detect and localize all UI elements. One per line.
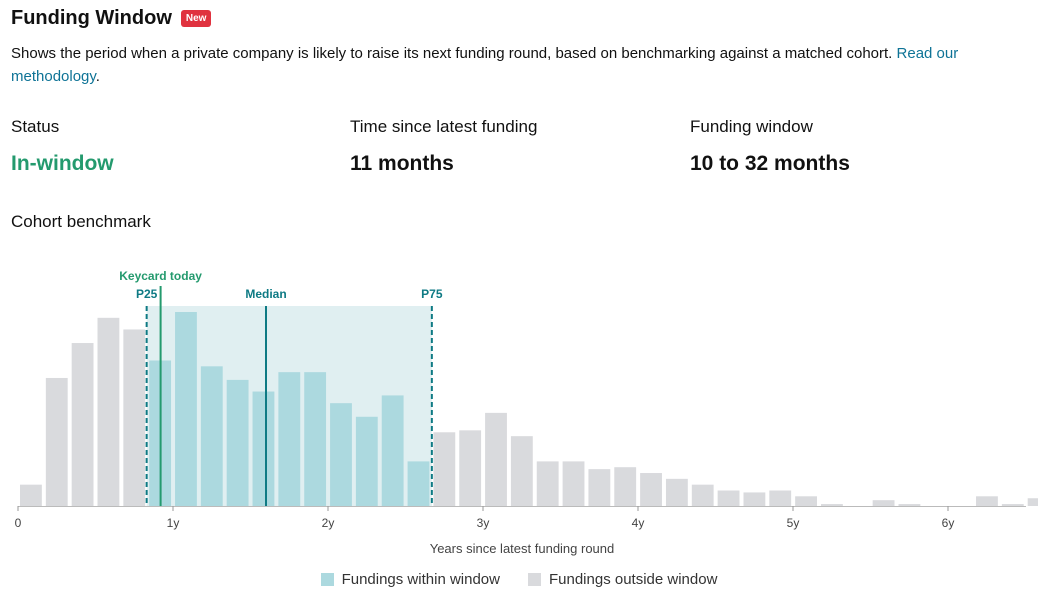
status-value: In-window bbox=[11, 152, 114, 175]
bar-within-window bbox=[175, 312, 197, 506]
bar-outside-window bbox=[20, 484, 42, 506]
time-since-value: 11 months bbox=[350, 152, 454, 175]
funding-window-value: 10 to 32 months bbox=[690, 152, 850, 175]
bar-within-window bbox=[381, 395, 404, 506]
x-tick-label: 2y bbox=[322, 516, 335, 530]
time-since-label: Time since latest funding bbox=[350, 117, 538, 136]
bar-outside-window bbox=[640, 473, 662, 506]
funding-window-label: Funding window bbox=[690, 117, 813, 136]
bar-outside-window bbox=[872, 500, 895, 506]
bar-outside-window bbox=[614, 467, 637, 506]
description: Shows the period when a private company … bbox=[11, 42, 1021, 88]
bar-outside-window bbox=[536, 461, 559, 506]
bar-within-window bbox=[252, 391, 275, 506]
x-tick-label: 4y bbox=[632, 516, 645, 530]
bar-outside-window bbox=[562, 461, 585, 506]
legend-swatch-outside bbox=[527, 573, 541, 586]
bar-outside-window bbox=[97, 317, 120, 506]
bar-within-window bbox=[330, 403, 352, 506]
bar-outside-window bbox=[820, 504, 843, 506]
x-tick-label: 5y bbox=[787, 516, 800, 530]
marker-p75-label: P75 bbox=[421, 287, 443, 301]
page-title: Funding Window bbox=[11, 7, 172, 29]
marker-median-label: Median bbox=[245, 287, 286, 301]
bar-outside-window bbox=[588, 469, 611, 506]
bar-outside-window bbox=[717, 490, 740, 506]
legend: Fundings within window Fundings outside … bbox=[0, 571, 1038, 588]
bar-outside-window bbox=[795, 496, 817, 506]
bar-within-window bbox=[226, 379, 249, 506]
bar-outside-window bbox=[433, 432, 456, 506]
bar-outside-window bbox=[665, 478, 688, 506]
bar-outside-window bbox=[485, 412, 507, 506]
header: Funding Window New bbox=[11, 7, 212, 30]
x-tick-label: 0 bbox=[15, 516, 22, 530]
x-tick-label: 6y bbox=[942, 516, 955, 530]
legend-item-outside: Fundings outside window bbox=[527, 571, 718, 588]
status-label: Status bbox=[11, 117, 60, 136]
legend-swatch-within bbox=[320, 573, 334, 586]
new-badge: New bbox=[180, 10, 212, 27]
bar-within-window bbox=[278, 372, 301, 506]
time-since-stat: Time since latest funding 11 months bbox=[350, 117, 537, 176]
bar-outside-window bbox=[45, 377, 68, 506]
x-axis-title: Years since latest funding round bbox=[430, 541, 615, 556]
bar-within-window bbox=[304, 372, 327, 506]
bar-outside-window bbox=[976, 496, 998, 506]
funding-window-stat: Funding window 10 to 32 months bbox=[690, 117, 850, 176]
bar-within-window bbox=[355, 416, 378, 506]
section-title: Cohort benchmark bbox=[11, 212, 151, 231]
bar-outside-window bbox=[123, 329, 146, 506]
bar-within-window bbox=[407, 461, 430, 506]
cohort-histogram: 0 1y 2y 3y 4y 5y 6y Years since latest funding … bbox=[15, 269, 1038, 556]
description-end: . bbox=[95, 68, 100, 85]
bar-outside-window bbox=[510, 436, 533, 506]
bar-within-window bbox=[200, 366, 223, 506]
legend-label-within: Fundings within window bbox=[341, 571, 500, 588]
bar-outside-window bbox=[691, 484, 714, 506]
bar-outside-window bbox=[898, 504, 921, 506]
bar-outside-window bbox=[459, 430, 482, 506]
legend-label-outside: Fundings outside window bbox=[548, 571, 718, 588]
legend-item-within: Fundings within window bbox=[320, 571, 500, 588]
bar-outside-window bbox=[1027, 498, 1038, 506]
marker-p25-label: P25 bbox=[136, 287, 158, 301]
bar-outside-window bbox=[71, 343, 94, 506]
x-tick-label: 3y bbox=[477, 516, 490, 530]
methodology-link[interactable]: Read our methodology bbox=[11, 45, 959, 85]
bar-outside-window bbox=[743, 492, 766, 506]
status-stat: Status In-window bbox=[11, 117, 114, 176]
bar-outside-window bbox=[1001, 504, 1024, 506]
description-text: Shows the period when a private company … bbox=[11, 45, 897, 62]
bar-outside-window bbox=[769, 490, 792, 506]
x-tick-label: 1y bbox=[167, 516, 180, 530]
today-marker-label: Keycard today bbox=[119, 269, 202, 283]
